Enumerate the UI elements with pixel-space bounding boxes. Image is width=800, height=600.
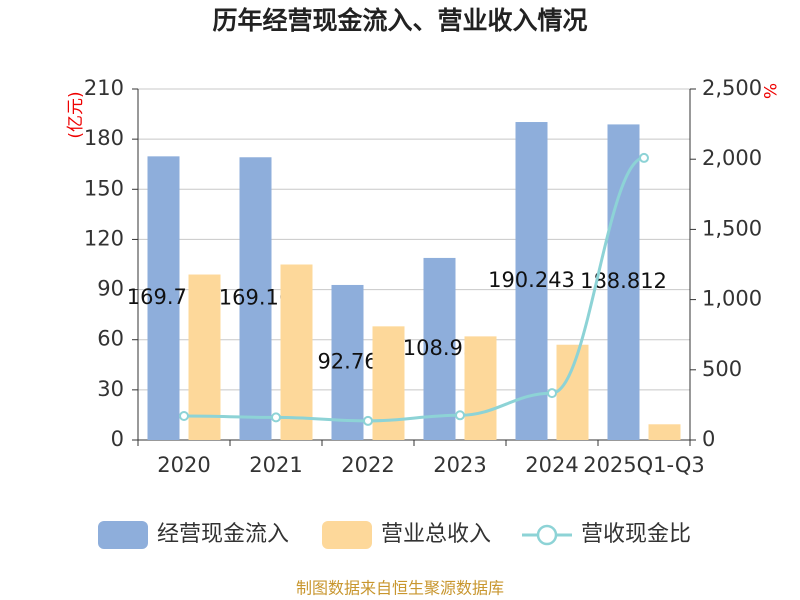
y-axis-label: (亿元) <box>66 91 86 138</box>
bar <box>188 274 221 440</box>
legend-swatch <box>98 521 148 549</box>
y-tick-label: 180 <box>84 126 124 150</box>
y2-tick-label: 2,000 <box>702 146 762 170</box>
line-point <box>363 415 373 426</box>
x-tick-label: 2025Q1-Q3 <box>583 453 705 477</box>
x-tick-label: 2021 <box>249 453 302 477</box>
line-point <box>455 410 465 421</box>
y2-tick-label: 1,000 <box>702 287 762 311</box>
bar <box>515 122 548 441</box>
y-tick-label: 210 <box>84 76 124 100</box>
x-tick-label: 2024 <box>525 453 578 477</box>
bar <box>147 156 180 440</box>
value-label: 169.16 <box>219 286 292 310</box>
legend-label: 营收现金比 <box>581 522 691 547</box>
y2-tick-label: 500 <box>702 357 742 381</box>
bar <box>423 257 456 440</box>
y2-tick-label: 0 <box>702 427 715 451</box>
legend-label: 经营现金流入 <box>157 522 289 547</box>
y2-tick-label: 2,500 <box>702 76 762 100</box>
legend-label: 营业总收入 <box>381 522 491 547</box>
value-label: 190.243 <box>488 268 575 292</box>
bar <box>607 124 640 440</box>
bar <box>239 157 272 440</box>
value-label: 92.76 <box>317 349 377 373</box>
y-tick-label: 60 <box>97 327 124 351</box>
legend-swatch <box>322 521 372 549</box>
value-label: 188.812 <box>580 269 667 293</box>
x-tick-label: 2022 <box>341 453 394 477</box>
x-tick-label: 2023 <box>433 453 486 477</box>
value-label: 169.71 <box>127 285 200 309</box>
bar <box>331 284 364 440</box>
line-point <box>639 152 649 163</box>
chart-title: 历年经营现金流入、营业收入情况 <box>212 6 587 35</box>
bar <box>556 344 589 440</box>
y-tick-label: 30 <box>97 377 124 401</box>
x-tick-label: 2020 <box>157 453 210 477</box>
legend-marker <box>536 524 558 546</box>
line-point <box>179 410 189 421</box>
y2-tick-label: 1,500 <box>702 216 762 240</box>
y-tick-label: 90 <box>97 277 124 301</box>
y-tick-label: 150 <box>84 176 124 200</box>
bar <box>648 424 681 440</box>
bar <box>280 264 313 440</box>
bar <box>372 326 405 440</box>
bar <box>464 336 497 440</box>
source-note: 制图数据来自恒生聚源数据库 <box>296 579 504 598</box>
y2-axis-label: % <box>759 83 779 99</box>
line-point <box>271 412 281 423</box>
line-point <box>547 388 557 399</box>
y-tick-label: 120 <box>84 226 124 250</box>
y-tick-label: 0 <box>111 427 124 451</box>
value-label: 108.93 <box>403 336 476 360</box>
